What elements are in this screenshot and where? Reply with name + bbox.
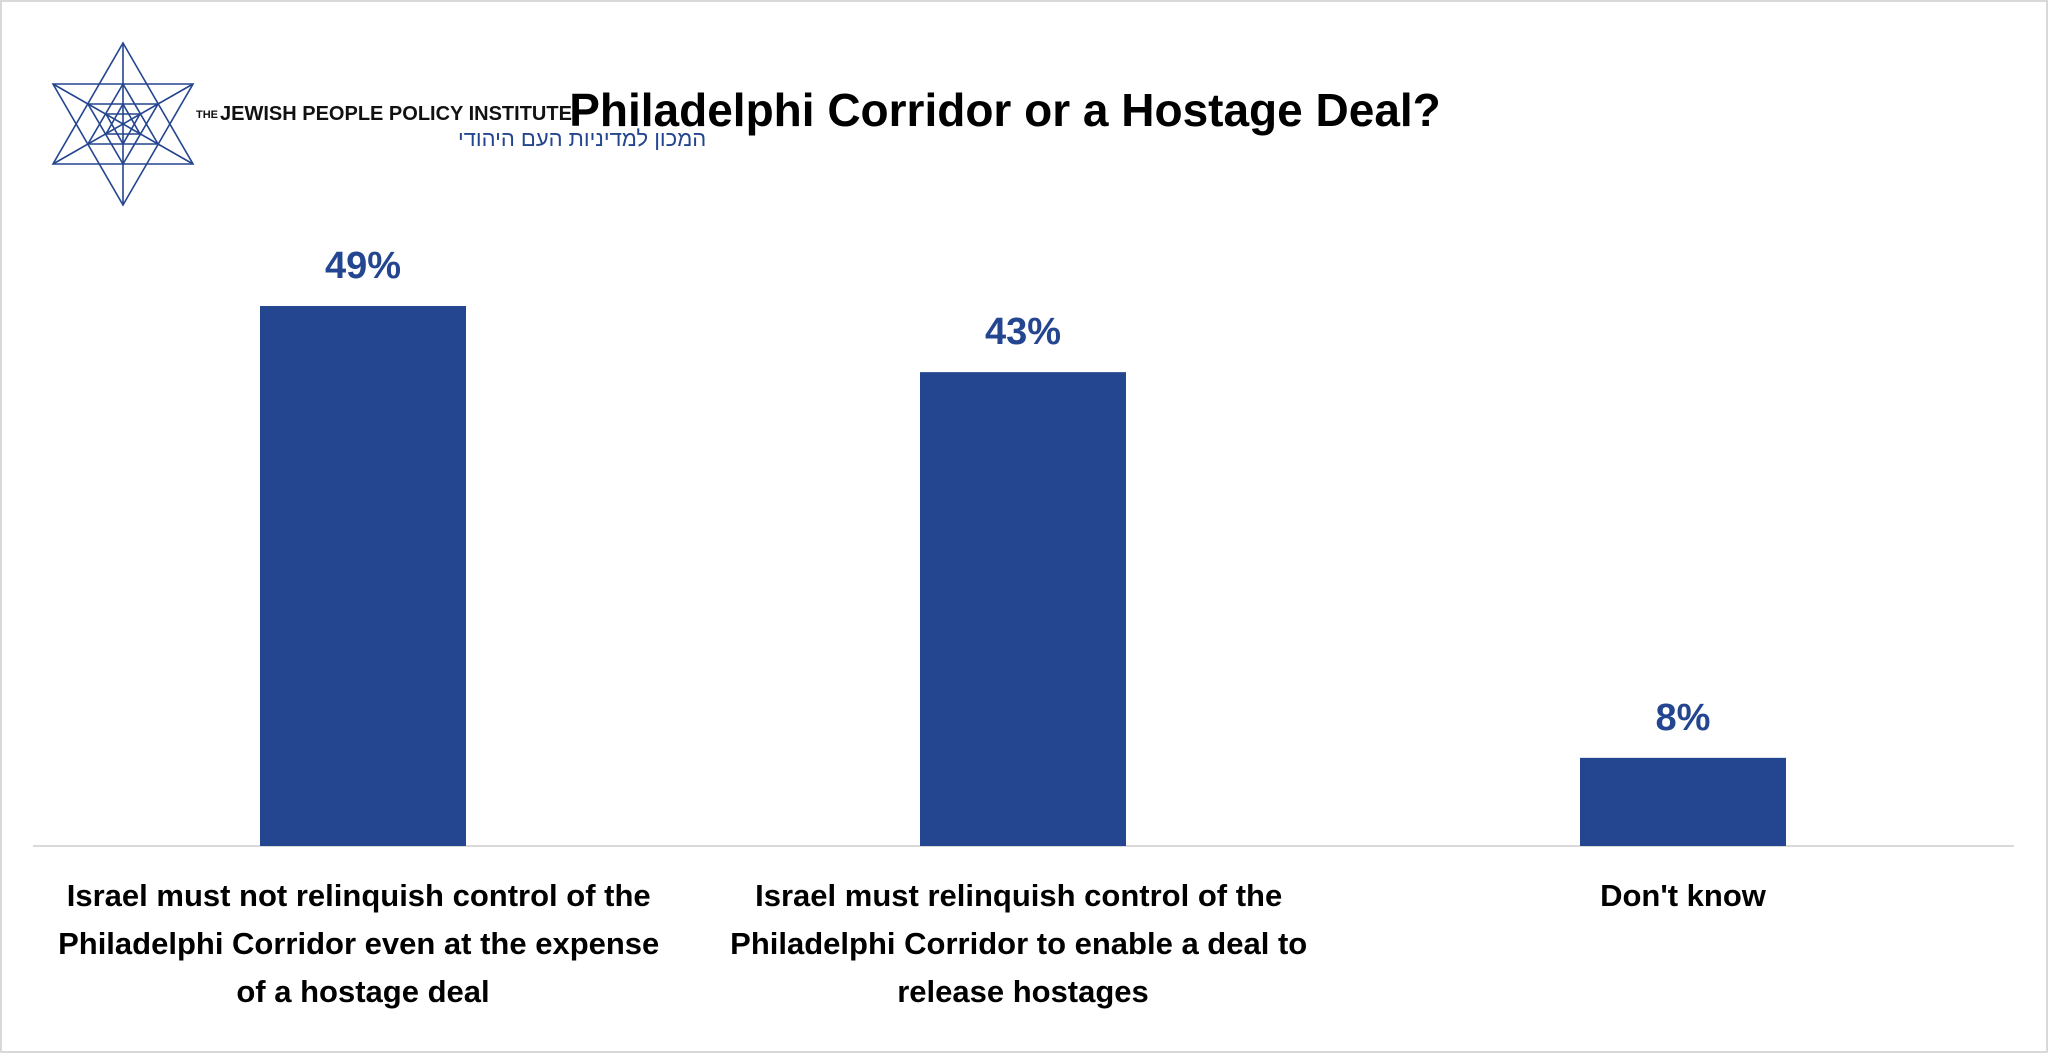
- bar: [1580, 757, 1786, 846]
- label-line: Philadelphi Corridor to enable a deal to: [730, 926, 1316, 961]
- logo-mark: [51, 41, 195, 207]
- label-line: of a hostage deal: [236, 974, 489, 1009]
- x-tick-label: Don't know: [1600, 878, 1767, 913]
- data-label: 43%: [985, 311, 1061, 353]
- label-line: release hostages: [897, 974, 1149, 1009]
- x-tick-label: Israel must not relinquish control of th…: [58, 878, 668, 1009]
- chart-title: Philadelphi Corridor or a Hostage Deal?: [569, 84, 1441, 136]
- data-label: 8%: [1656, 697, 1711, 739]
- x-tick-label: Israel must relinquish control of the Ph…: [730, 878, 1316, 1009]
- label-line: Philadelphi Corridor even at the expense: [58, 926, 668, 961]
- label-line: Don't know: [1600, 878, 1767, 913]
- logo-name: THE JEWISH PEOPLE POLICY INSTITUTE: [196, 103, 572, 125]
- bar: [920, 372, 1126, 846]
- data-label: 49%: [325, 245, 401, 287]
- logo-hebrew: המכון למדיניות העם היהודי: [458, 126, 706, 151]
- logo-prefix: THE: [196, 109, 218, 121]
- logo-title: JEWISH PEOPLE POLICY INSTITUTE: [220, 103, 572, 125]
- label-line: Israel must not relinquish control of th…: [67, 878, 660, 913]
- bar: [260, 306, 466, 846]
- label-line: Israel must relinquish control of the: [755, 878, 1291, 913]
